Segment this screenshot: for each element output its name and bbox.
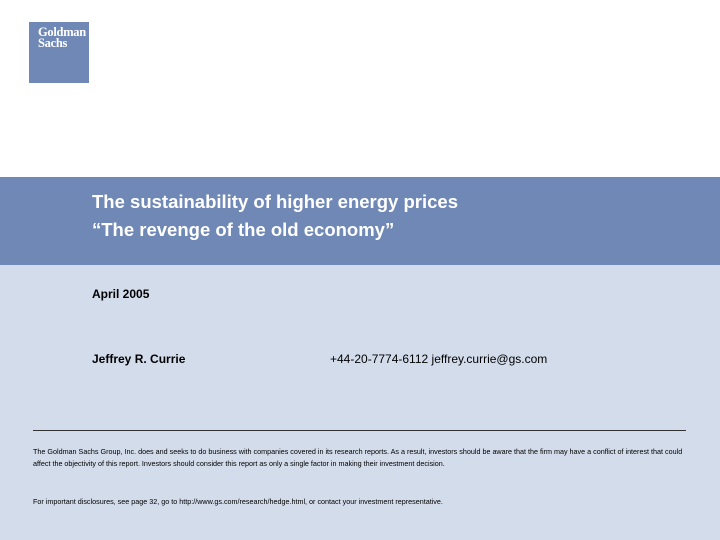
title-band: The sustainability of higher energy pric… xyxy=(0,177,720,265)
title-line-1: The sustainability of higher energy pric… xyxy=(92,191,458,212)
info-band xyxy=(0,265,720,540)
goldman-sachs-logo: Goldman Sachs xyxy=(29,22,89,83)
author-name: Jeffrey R. Currie xyxy=(92,352,186,366)
logo-line-1: Goldman xyxy=(38,25,86,39)
title-line-2: “The revenge of the old economy” xyxy=(92,219,395,240)
logo-line-2: Sachs xyxy=(38,36,68,50)
logo-text: Goldman Sachs xyxy=(38,25,86,50)
report-date: April 2005 xyxy=(92,287,150,301)
divider xyxy=(33,430,686,431)
disclosure-text: For important disclosures, see page 32, … xyxy=(33,497,443,506)
author-contact: +44-20-7774-6112 jeffrey.currie@gs.com xyxy=(330,352,548,366)
disclaimer-text: The Goldman Sachs Group, Inc. does and s… xyxy=(33,447,683,468)
